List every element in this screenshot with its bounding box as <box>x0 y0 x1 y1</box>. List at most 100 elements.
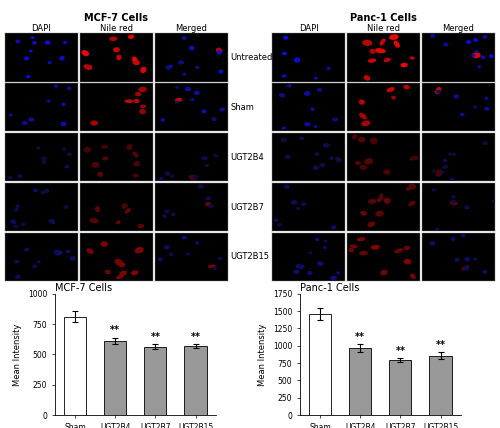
Ellipse shape <box>360 165 366 169</box>
Ellipse shape <box>395 249 402 253</box>
Ellipse shape <box>164 246 169 249</box>
Ellipse shape <box>324 247 326 248</box>
Ellipse shape <box>62 103 65 105</box>
Ellipse shape <box>483 36 487 38</box>
Ellipse shape <box>409 202 415 205</box>
Ellipse shape <box>136 92 140 96</box>
Ellipse shape <box>294 270 298 273</box>
Ellipse shape <box>280 94 284 97</box>
Ellipse shape <box>22 223 25 225</box>
Ellipse shape <box>411 274 414 278</box>
Ellipse shape <box>190 175 196 180</box>
Ellipse shape <box>133 174 138 177</box>
Ellipse shape <box>284 185 289 188</box>
Ellipse shape <box>196 242 199 244</box>
Ellipse shape <box>33 42 36 44</box>
Ellipse shape <box>406 187 411 190</box>
Ellipse shape <box>388 88 394 92</box>
Ellipse shape <box>195 92 199 94</box>
Ellipse shape <box>302 203 306 205</box>
Ellipse shape <box>450 201 457 205</box>
Ellipse shape <box>432 189 435 191</box>
Text: MCF-7 Cells: MCF-7 Cells <box>55 283 112 293</box>
Ellipse shape <box>218 51 222 54</box>
Ellipse shape <box>14 226 17 227</box>
Ellipse shape <box>63 148 65 149</box>
Ellipse shape <box>462 266 468 270</box>
Ellipse shape <box>380 194 383 200</box>
Ellipse shape <box>119 263 124 267</box>
Text: DAPI: DAPI <box>298 24 318 33</box>
Bar <box>390 360 411 415</box>
Ellipse shape <box>337 272 340 274</box>
Ellipse shape <box>102 242 107 246</box>
Ellipse shape <box>360 252 367 255</box>
Ellipse shape <box>98 172 102 176</box>
Ellipse shape <box>371 246 379 249</box>
Ellipse shape <box>105 270 110 273</box>
Ellipse shape <box>182 37 186 39</box>
Ellipse shape <box>102 146 107 148</box>
Ellipse shape <box>451 238 455 241</box>
Ellipse shape <box>196 66 199 68</box>
Ellipse shape <box>349 249 354 252</box>
Ellipse shape <box>48 100 50 102</box>
Ellipse shape <box>288 85 291 87</box>
Ellipse shape <box>41 191 44 193</box>
Ellipse shape <box>404 247 409 250</box>
Ellipse shape <box>364 76 370 80</box>
Ellipse shape <box>283 52 286 54</box>
Ellipse shape <box>26 76 30 77</box>
Ellipse shape <box>8 177 12 179</box>
Bar <box>309 314 331 415</box>
Ellipse shape <box>294 58 300 62</box>
Ellipse shape <box>56 253 60 255</box>
Ellipse shape <box>452 196 455 198</box>
Ellipse shape <box>70 257 75 260</box>
Ellipse shape <box>365 159 372 164</box>
Ellipse shape <box>125 100 132 102</box>
Ellipse shape <box>134 162 140 166</box>
Ellipse shape <box>308 272 312 274</box>
Ellipse shape <box>444 43 448 46</box>
Ellipse shape <box>305 123 310 126</box>
Ellipse shape <box>120 271 126 275</box>
Ellipse shape <box>465 258 469 261</box>
Ellipse shape <box>48 62 51 63</box>
Ellipse shape <box>84 65 92 68</box>
Ellipse shape <box>159 178 163 180</box>
Ellipse shape <box>212 118 216 120</box>
Ellipse shape <box>117 55 121 59</box>
Ellipse shape <box>172 213 175 216</box>
Bar <box>104 341 126 415</box>
Ellipse shape <box>291 201 297 204</box>
Ellipse shape <box>370 50 375 53</box>
Ellipse shape <box>165 172 170 175</box>
Ellipse shape <box>333 118 338 121</box>
Ellipse shape <box>483 142 487 145</box>
Ellipse shape <box>304 92 310 95</box>
Ellipse shape <box>208 265 215 268</box>
Ellipse shape <box>300 137 303 140</box>
Ellipse shape <box>122 204 127 208</box>
Ellipse shape <box>16 275 20 278</box>
Ellipse shape <box>133 57 137 63</box>
Ellipse shape <box>284 36 288 39</box>
Text: UGT2B7: UGT2B7 <box>230 202 264 211</box>
Ellipse shape <box>220 108 224 111</box>
Ellipse shape <box>214 268 216 269</box>
Ellipse shape <box>110 37 116 40</box>
Ellipse shape <box>454 95 458 98</box>
Ellipse shape <box>136 248 143 253</box>
Ellipse shape <box>128 35 134 39</box>
Ellipse shape <box>490 55 493 57</box>
Ellipse shape <box>42 161 45 163</box>
Ellipse shape <box>401 63 407 66</box>
Ellipse shape <box>114 48 119 51</box>
Ellipse shape <box>218 257 222 259</box>
Ellipse shape <box>474 106 476 108</box>
Text: **: ** <box>110 325 120 335</box>
Ellipse shape <box>324 240 327 242</box>
Ellipse shape <box>64 42 66 43</box>
Ellipse shape <box>115 259 122 265</box>
